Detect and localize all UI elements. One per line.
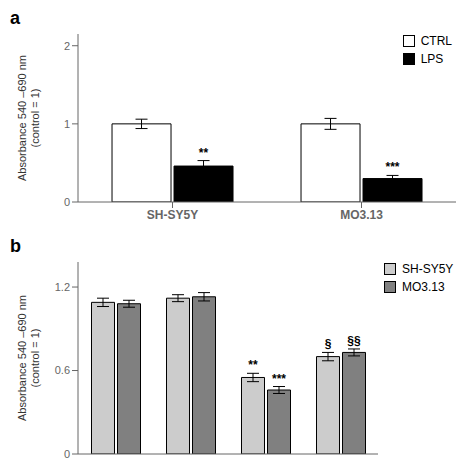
svg-text:0: 0: [64, 196, 70, 208]
html-text:MO3.13: MO3.13: [402, 280, 445, 294]
svg-text:**: **: [248, 358, 258, 372]
svg-text:***: ***: [386, 160, 400, 174]
svg-text:***: ***: [272, 372, 286, 386]
svg-text:Absorbance 540 –690 nm(control: Absorbance 540 –690 nm(control = 1): [16, 55, 41, 181]
svg-text:1: 1: [64, 118, 70, 130]
html-text:SH-SY5Y: SH-SY5Y: [402, 262, 454, 276]
html-text:LPS: LPS: [420, 52, 444, 66]
svg-text:§: §: [325, 337, 332, 351]
svg-text:0: 0: [64, 448, 70, 460]
svg-text:Absorbance 540 –690 nm(control: Absorbance 540 –690 nm(control = 1): [16, 295, 41, 421]
svg-text:**: **: [199, 146, 209, 160]
html-text:a: a: [10, 8, 20, 28]
html-text:b: b: [10, 236, 21, 256]
svg-text:§§: §§: [347, 334, 361, 348]
svg-text:MO3.13: MO3.13: [340, 208, 383, 222]
svg-text:SH-SY5Y: SH-SY5Y: [147, 208, 198, 222]
svg-text:1.2: 1.2: [55, 281, 70, 293]
svg-text:2: 2: [64, 40, 70, 52]
svg-text:0.6: 0.6: [55, 364, 70, 376]
html-text:CTRL: CTRL: [420, 34, 452, 48]
